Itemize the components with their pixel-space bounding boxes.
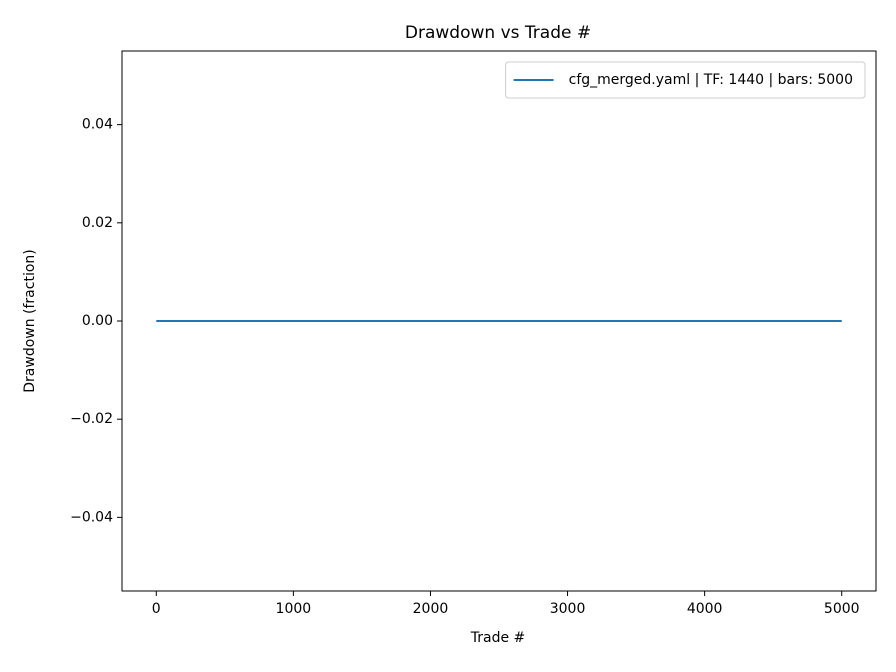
- legend-label: cfg_merged.yaml | TF: 1440 | bars: 5000: [569, 72, 853, 88]
- y-tick-label: −0.02: [70, 411, 113, 427]
- x-tick-label: 5000: [824, 601, 860, 617]
- x-tick-label: 0: [152, 601, 161, 617]
- y-axis-label: Drawdown (fraction): [22, 249, 38, 393]
- chart-title: Drawdown vs Trade #: [405, 23, 591, 43]
- plot-frame: [121, 50, 877, 592]
- legend-box: [505, 61, 866, 99]
- x-tick-label: 2000: [413, 601, 449, 617]
- y-tick-label: 0.02: [82, 215, 113, 231]
- y-tick-label: −0.04: [70, 509, 113, 525]
- x-axis-label: Trade #: [470, 630, 526, 646]
- x-tick-label: 3000: [550, 601, 586, 617]
- x-tick-label: 1000: [276, 601, 312, 617]
- x-tick-label: 4000: [687, 601, 723, 617]
- y-tick-label: 0.04: [82, 117, 113, 133]
- legend: cfg_merged.yaml | TF: 1440 | bars: 5000: [505, 61, 866, 99]
- y-tick-label: 0.00: [82, 313, 113, 329]
